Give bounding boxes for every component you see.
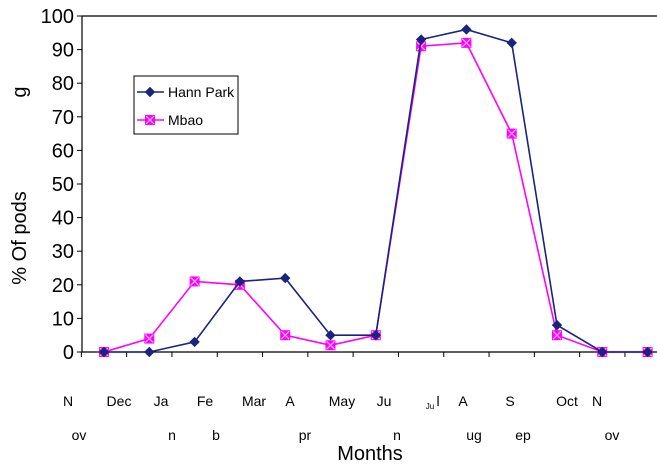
legend-marker (145, 115, 155, 125)
data-point (189, 336, 200, 348)
x-tick-label: ov (605, 427, 620, 443)
x-tick-label: b (212, 427, 220, 443)
y-tick-label: 50 (52, 174, 74, 196)
series-hann-park (98, 24, 653, 358)
y-tick-label: 20 (52, 275, 74, 297)
x-tick-label: l (436, 393, 439, 409)
x-tick-label: n (168, 427, 176, 443)
data-point (189, 276, 200, 287)
y-tick-label: 0 (63, 342, 74, 364)
data-point (98, 346, 110, 358)
chart-axes (81, 15, 657, 353)
x-tick-label: ug (466, 427, 482, 443)
y-tick-label: 40 (52, 208, 74, 230)
y-tick-label: 10 (52, 308, 74, 330)
y-axis-ticks: 0 10 20 30 40 50 60 70 80 90 100 (41, 6, 626, 364)
x-tick-label: S (505, 393, 514, 409)
y-tick-label: 60 (52, 140, 74, 162)
y-tick-label: 30 (52, 241, 74, 263)
legend-marker (144, 86, 156, 98)
data-point (144, 346, 155, 358)
data-point (597, 346, 608, 358)
data-point (325, 340, 336, 351)
x-tick-label: A (285, 393, 295, 409)
x-tick-label: Oct (556, 393, 578, 409)
data-point (325, 329, 336, 341)
series-layer (98, 24, 653, 358)
x-tick-label: A (458, 393, 468, 409)
y-axis-title-fragment: g (9, 86, 31, 97)
x-axis-title: Months (337, 443, 403, 464)
x-tick-label: pr (299, 427, 312, 443)
x-tick-label: N (63, 393, 73, 409)
data-point (280, 330, 291, 341)
x-tick-label: n (393, 427, 401, 443)
data-point (551, 319, 563, 331)
data-point (415, 34, 427, 45)
y-tick-label: 100 (41, 6, 74, 28)
y-tick-label: 80 (52, 73, 74, 95)
data-point (461, 24, 472, 35)
x-tick-label: May (329, 393, 355, 409)
y-axis-title: % Of pods (9, 191, 31, 284)
x-tick-label: ep (515, 427, 531, 443)
x-tick-label: Ju (377, 393, 392, 409)
y-tick-label: 90 (52, 40, 74, 62)
x-tick-label: Dec (107, 393, 132, 409)
legend-label: Mbao (168, 112, 203, 128)
chart-legend: Hann Park Mbao (133, 75, 239, 135)
data-point (552, 330, 562, 341)
data-point (506, 37, 517, 49)
x-tick-label: Mar (242, 393, 266, 409)
x-tick-label: Ju (426, 402, 434, 411)
data-point (234, 276, 246, 287)
data-point (144, 333, 155, 344)
data-point (461, 37, 472, 48)
x-tick-label: N (592, 393, 602, 409)
data-point (642, 346, 653, 358)
y-tick-label: 70 (52, 107, 74, 129)
data-point (279, 272, 291, 284)
x-tick-label: Fe (197, 393, 214, 409)
x-tick-label: ov (72, 427, 87, 443)
legend-label: Hann Park (168, 84, 235, 100)
data-point (370, 329, 382, 341)
data-point (506, 128, 517, 139)
x-tick-label: Ja (154, 393, 169, 409)
